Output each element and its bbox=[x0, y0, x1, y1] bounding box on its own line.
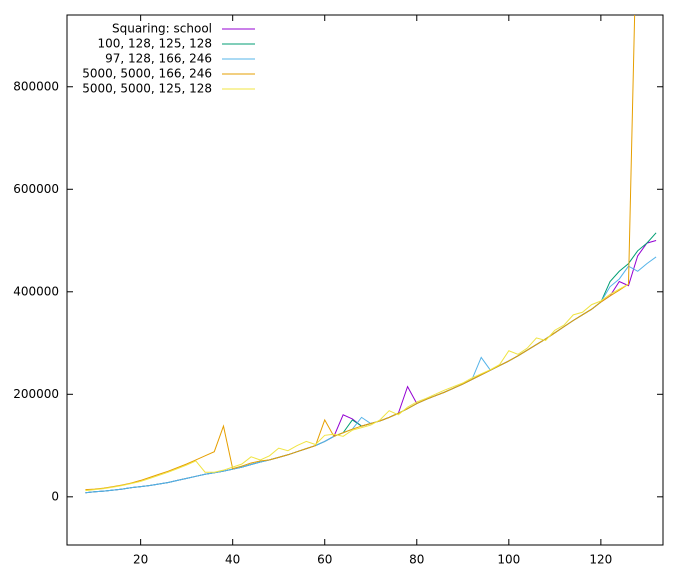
y-tick-label: 800000 bbox=[13, 79, 59, 93]
legend-label: Squaring: school bbox=[112, 22, 212, 36]
x-tick-label: 100 bbox=[497, 553, 520, 567]
x-tick-label: 120 bbox=[589, 553, 612, 567]
y-tick-label: 200000 bbox=[13, 387, 59, 401]
y-tick-label: 0 bbox=[51, 489, 59, 503]
legend-label: 5000, 5000, 125, 128 bbox=[82, 82, 212, 96]
x-tick-label: 40 bbox=[225, 553, 240, 567]
series-line bbox=[85, 240, 657, 494]
legend-label: 97, 128, 166, 246 bbox=[105, 52, 212, 66]
x-tick-label: 20 bbox=[133, 553, 148, 567]
series-line bbox=[85, 15, 636, 491]
y-tick-label: 600000 bbox=[13, 182, 59, 196]
series-line bbox=[85, 232, 657, 494]
series-line bbox=[85, 256, 657, 494]
plot-frame bbox=[66, 14, 664, 546]
x-tick-label: 60 bbox=[317, 553, 332, 567]
legend-label: 100, 128, 125, 128 bbox=[97, 37, 212, 51]
series-line bbox=[85, 283, 629, 492]
legend-label: 5000, 5000, 166, 246 bbox=[82, 67, 212, 81]
y-tick-label: 400000 bbox=[13, 284, 59, 298]
x-tick-label: 80 bbox=[409, 553, 424, 567]
